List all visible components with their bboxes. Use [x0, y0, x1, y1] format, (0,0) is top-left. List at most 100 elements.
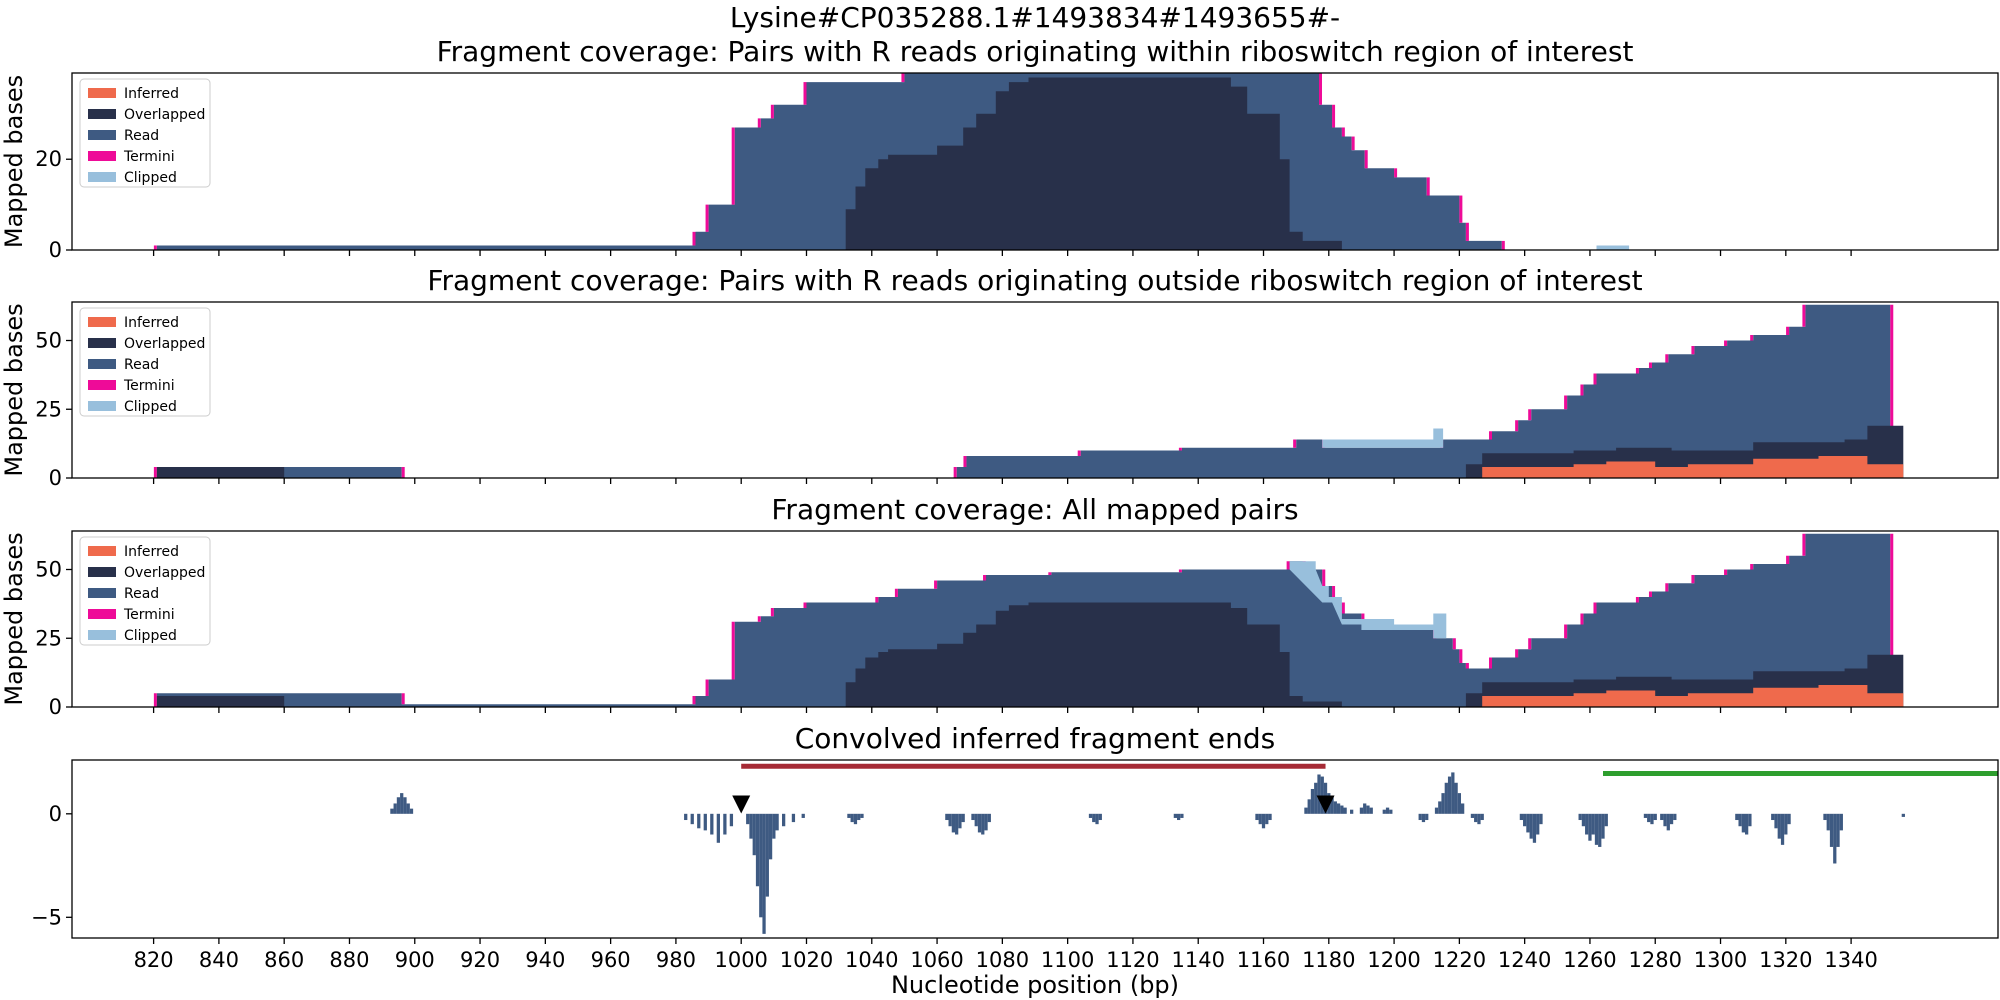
panel-2: Fragment coverage: Pairs with R reads or… [0, 264, 1999, 490]
bar [1539, 813, 1543, 825]
bar [690, 813, 694, 825]
legend-label-termini: Termini [123, 607, 175, 623]
bar [1457, 793, 1462, 814]
bar [1829, 813, 1834, 847]
bar [396, 797, 401, 814]
y-axis-label: Mapped bases [0, 303, 28, 476]
bar [987, 813, 991, 823]
bar [951, 813, 956, 833]
plot-area [390, 763, 1998, 934]
bar [1444, 782, 1448, 814]
legend-label-clipped: Clipped [124, 170, 177, 186]
bar [1780, 813, 1785, 845]
bar [958, 813, 962, 829]
bar [1350, 809, 1354, 814]
y-tick-label: 25 [35, 626, 62, 650]
bar [1336, 803, 1341, 814]
bar [1643, 813, 1648, 818]
bar [768, 813, 773, 860]
bar [703, 813, 707, 831]
panel-frame [71, 759, 1999, 939]
bar [1669, 813, 1674, 825]
bar [729, 813, 734, 827]
x-tick-label: 1160 [1237, 948, 1290, 972]
bar [1333, 801, 1337, 814]
legend: Inferred Overlapped Read Termini Clipped [79, 536, 211, 646]
bar [1735, 813, 1739, 821]
bar [1418, 813, 1422, 821]
bar [1598, 813, 1602, 847]
bar [403, 797, 407, 814]
bar [948, 813, 952, 827]
x-tick-label: 1220 [1433, 948, 1486, 972]
bar [1591, 813, 1595, 835]
bar [1673, 813, 1677, 821]
bar [1585, 813, 1589, 835]
bar [1304, 807, 1308, 814]
bar [723, 813, 727, 835]
x-tick-label: 820 [134, 948, 174, 972]
legend-label-read: Read [124, 357, 159, 373]
bar [1771, 813, 1775, 821]
legend-label-overlapped: Overlapped [124, 107, 205, 123]
bar [1523, 813, 1527, 827]
bar [1173, 813, 1178, 818]
bar [406, 803, 410, 814]
bar [1389, 809, 1393, 814]
x-tick-label: 1100 [1041, 948, 1094, 972]
bar [1774, 813, 1778, 829]
y-tick-label: 20 [35, 147, 62, 171]
legend-swatch-termini [88, 151, 116, 161]
y-tick-label: 0 [49, 802, 62, 826]
panel-3: Fragment coverage: All mapped pairs 0 25 50… [0, 493, 1999, 719]
bar [1092, 813, 1096, 823]
panel-4: Convolved inferred fragment ends −5 0 [31, 722, 1999, 944]
series-clipped [1322, 428, 1444, 448]
x-axis-label: Nucleotide position (bp) [891, 971, 1179, 999]
bar [1258, 813, 1262, 825]
x-tick-label: 1020 [780, 948, 833, 972]
bar [1314, 782, 1318, 814]
legend-swatch-termini [88, 380, 116, 390]
bar [1836, 813, 1840, 847]
x-tick-label: 920 [460, 948, 500, 972]
bar [1588, 813, 1592, 841]
x-tick-label: 1320 [1759, 948, 1812, 972]
bar [1447, 776, 1452, 814]
legend-label-clipped: Clipped [124, 399, 177, 415]
bar [1088, 813, 1093, 818]
legend-label-termini: Termini [123, 378, 175, 394]
bar [1434, 807, 1439, 814]
plot-area [153, 73, 1630, 250]
bar [1441, 793, 1445, 814]
x-axis: 820 840 860 880 900 920 940 960 980 1000 1020 1040 1… [134, 948, 1878, 972]
series-inferred [1482, 456, 1904, 478]
bar [759, 813, 763, 918]
legend-swatch-overlapped [88, 109, 116, 119]
bar [1095, 813, 1099, 825]
bar [1526, 813, 1530, 833]
bar [857, 813, 861, 821]
bar [1823, 813, 1827, 821]
bar [801, 813, 805, 818]
plot-area [153, 533, 1904, 707]
bar [1261, 813, 1266, 829]
panel-title: Fragment coverage: Pairs with R reads or… [437, 35, 1634, 68]
bar [1382, 809, 1386, 814]
y-tick-label: 50 [35, 558, 62, 582]
y-tick-label: 0 [49, 466, 62, 490]
y-tick-label: −5 [31, 905, 62, 929]
bar [850, 813, 854, 823]
bar [710, 813, 714, 835]
bar [684, 813, 688, 821]
bar [1581, 813, 1586, 827]
bar [1529, 813, 1533, 839]
legend-swatch-read [88, 588, 116, 598]
x-tick-label: 1340 [1824, 948, 1877, 972]
x-tick-label: 1260 [1563, 948, 1616, 972]
series-clipped [1596, 245, 1630, 250]
bar [782, 813, 786, 827]
legend-swatch-clipped [88, 401, 116, 411]
series-read [156, 73, 1502, 250]
bar [390, 808, 394, 814]
